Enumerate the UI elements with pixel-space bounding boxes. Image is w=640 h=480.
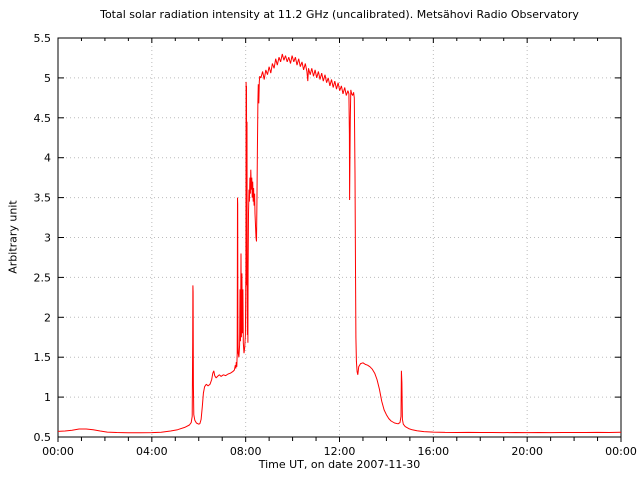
x-axis-label: Time UT, on date 2007-11-30 [258,458,421,471]
y-tick-label: 4.5 [34,112,52,125]
x-tick-label: 04:00 [136,445,168,458]
data-series-line [57,53,622,434]
y-tick-label: 2.5 [34,271,52,284]
y-tick-label: 5.5 [34,32,52,45]
x-tick-label: 00:00 [605,445,637,458]
x-tick-label: 12:00 [324,445,356,458]
y-tick-label: 5 [44,72,51,85]
y-axis-label: Arbitrary unit [6,200,20,274]
x-tick-label: 16:00 [417,445,449,458]
chart-title: Total solar radiation intensity at 11.2 … [100,8,579,21]
y-tick-label: 0.5 [34,431,52,444]
y-tick-label: 1 [44,391,51,404]
y-tick-label: 3 [44,232,51,245]
x-tick-label: 20:00 [511,445,543,458]
y-tick-label: 1.5 [34,351,52,364]
y-tick-label: 3.5 [34,192,52,205]
y-tick-label: 2 [44,311,51,324]
x-tick-label: 00:00 [42,445,74,458]
x-tick-label: 08:00 [230,445,262,458]
y-tick-label: 4 [44,152,51,165]
